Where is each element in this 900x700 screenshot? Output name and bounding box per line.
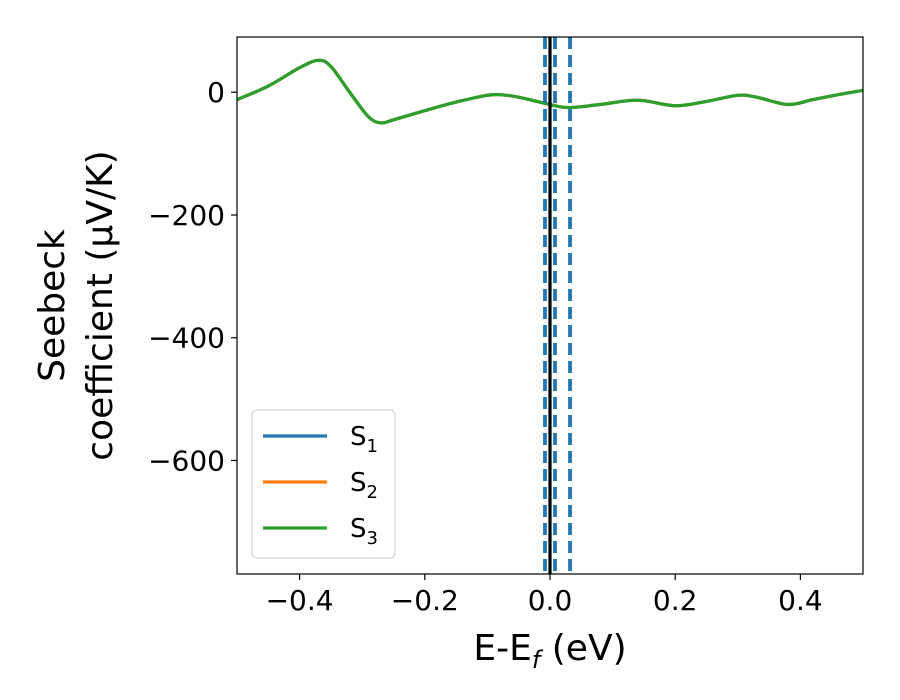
x-axis-label-main: E-E bbox=[473, 628, 531, 669]
legend-box bbox=[251, 409, 396, 559]
x-tick-label: 0.4 bbox=[778, 584, 823, 617]
y-tick-label: 0 bbox=[207, 76, 225, 109]
x-tick-label: −0.2 bbox=[391, 584, 459, 617]
y-axis-label-line2: coefficient (μV/K) bbox=[80, 150, 121, 460]
y-tick-label: −400 bbox=[148, 322, 225, 355]
legend: S1 S2 S3 bbox=[251, 409, 396, 559]
y-axis: 0 −200 −400 −600 bbox=[148, 76, 237, 477]
x-tick-label: −0.4 bbox=[266, 584, 334, 617]
x-tick-label: 0.2 bbox=[653, 584, 698, 617]
legend-label-s1: S1 bbox=[350, 422, 378, 457]
y-tick-label: −200 bbox=[148, 199, 225, 232]
x-tick-label: 0.0 bbox=[528, 584, 573, 617]
x-axis: −0.4 −0.2 0.0 0.2 0.4 bbox=[266, 574, 823, 617]
x-axis-label-unit: (eV) bbox=[540, 628, 626, 669]
y-tick-label: −600 bbox=[148, 444, 225, 477]
legend-label-s3: S3 bbox=[350, 514, 378, 549]
series-line-s3 bbox=[237, 58, 863, 125]
legend-label-s2: S2 bbox=[350, 468, 378, 503]
x-axis-label: E-Ef (eV) bbox=[473, 628, 626, 674]
y-axis-label-line1: Seebeck bbox=[32, 229, 73, 382]
